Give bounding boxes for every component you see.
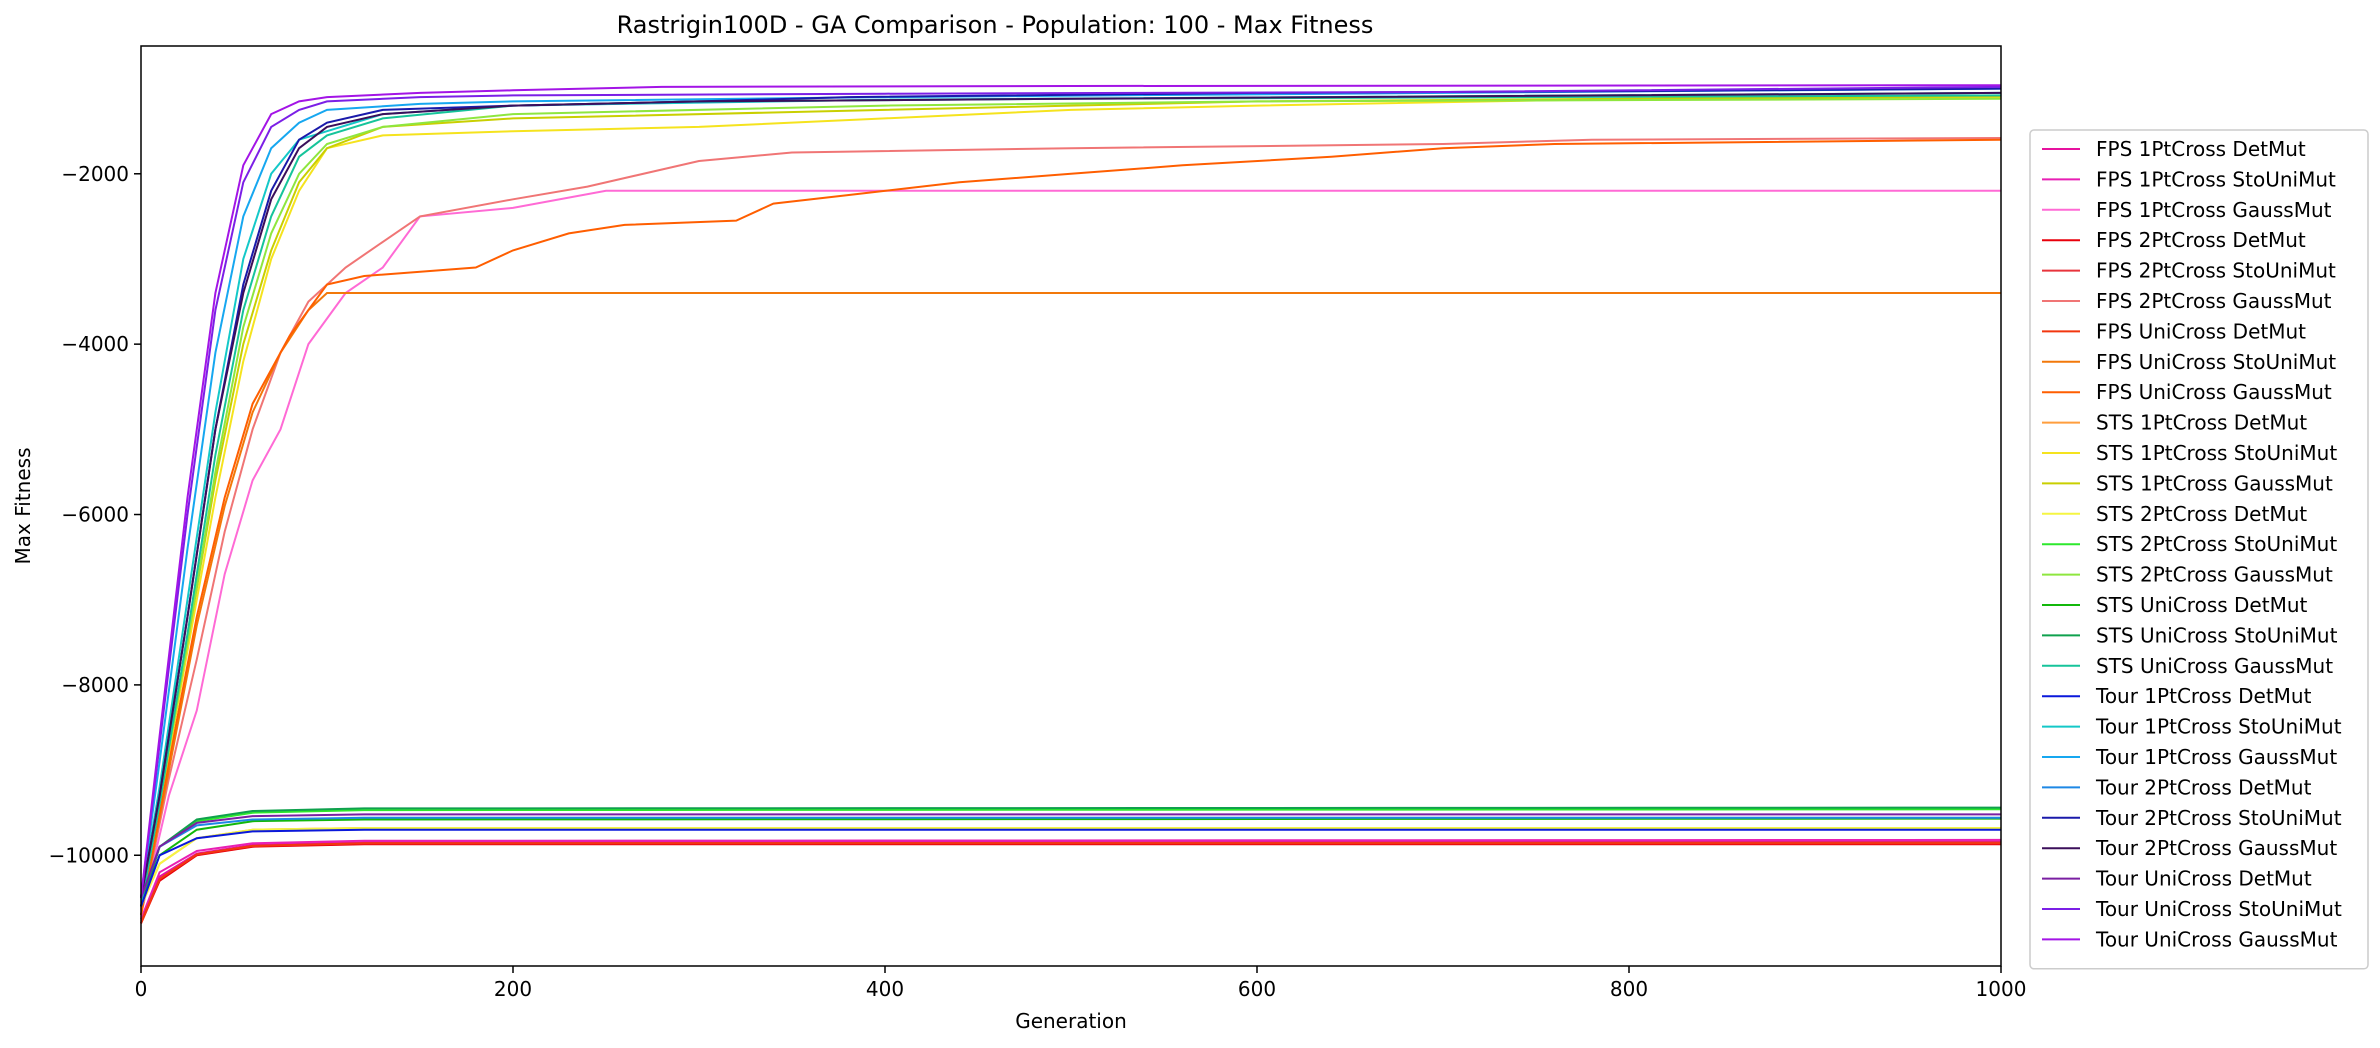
legend-entry: STS 2PtCross DetMut [2096, 502, 2307, 526]
legend-entry: STS 2PtCross StoUniMut [2096, 532, 2337, 556]
legend-box [2029, 129, 2369, 970]
legend-entry: FPS 1PtCross StoUniMut [2096, 167, 2336, 191]
series-line-26 [140, 85, 2002, 899]
series-line-7 [140, 842, 2001, 924]
series-line-27 [140, 84, 2002, 899]
legend-entry: Tour 2PtCross StoUniMut [2095, 806, 2342, 830]
legend-entry: FPS 2PtCross StoUniMut [2096, 259, 2336, 283]
y-tick-label: −4000 [61, 332, 129, 356]
legend-entry: FPS UniCross DetMut [2096, 319, 2306, 343]
legend-entry: Tour 1PtCross StoUniMut [2095, 715, 2342, 739]
x-tick-label: 800 [1610, 977, 1648, 1001]
x-tick-label: 600 [1238, 977, 1276, 1001]
x-axis-ticks: 0 200 400 600 800 1000 [135, 966, 2027, 1001]
y-tick-label: −2000 [61, 162, 129, 186]
y-tick-label: −10000 [49, 843, 129, 867]
series-line-11 [140, 96, 2002, 907]
legend-entry: STS UniCross StoUniMut [2096, 623, 2338, 647]
legend-entry: Tour UniCross GaussMut [2095, 927, 2338, 951]
legend-entry: FPS UniCross GaussMut [2096, 380, 2332, 404]
legend: FPS 1PtCross DetMut FPS 1PtCross StoUniMu… [2029, 129, 2369, 970]
x-tick-label: 0 [135, 977, 148, 1001]
legend-entry: STS 1PtCross DetMut [2096, 411, 2307, 435]
legend-entry: FPS UniCross StoUniMut [2096, 350, 2336, 374]
legend-entry: Tour 1PtCross GaussMut [2095, 745, 2337, 769]
legend-entry: Tour UniCross StoUniMut [2095, 897, 2342, 921]
y-tick-label: −8000 [61, 673, 129, 697]
legend-entry: FPS 2PtCross GaussMut [2096, 289, 2332, 313]
legend-entry: Tour 2PtCross DetMut [2095, 775, 2312, 799]
series-line-6 [140, 137, 2002, 916]
legend-entry: Tour 1PtCross DetMut [2095, 684, 2312, 708]
series-line-2 [140, 838, 2002, 920]
series-line-3 [140, 189, 2001, 916]
x-tick-label: 200 [494, 977, 532, 1001]
legend-entry: STS 1PtCross GaussMut [2096, 471, 2333, 495]
legend-entry: STS 2PtCross GaussMut [2096, 563, 2333, 587]
series-line-24 [140, 91, 2002, 899]
x-tick-label: 1000 [1976, 977, 2027, 1001]
legend-entry: FPS 1PtCross GaussMut [2096, 198, 2332, 222]
x-tick-label: 400 [866, 977, 904, 1001]
series-line-19 [140, 828, 2001, 907]
legend-entry: STS UniCross DetMut [2096, 593, 2307, 617]
x-axis-label: Generation [1015, 1009, 1127, 1033]
plot-frame [140, 45, 2002, 967]
plot-lines [140, 84, 2002, 924]
series-line-15 [140, 97, 2002, 907]
legend-entry: FPS 2PtCross DetMut [2096, 228, 2306, 252]
legend-entry: STS 1PtCross StoUniMut [2096, 441, 2337, 465]
legend-entry: STS UniCross GaussMut [2096, 654, 2333, 678]
chart-title: Rastrigin100D - GA Comparison - Populati… [617, 11, 1374, 39]
series-line-8 [140, 292, 2001, 916]
legend-entry: Tour UniCross DetMut [2095, 867, 2312, 891]
series-line-9 [140, 138, 2002, 916]
y-axis-ticks: −10000 −8000 −6000 −4000 −2000 [49, 162, 141, 867]
legend-entry: Tour 2PtCross GaussMut [2095, 836, 2337, 860]
y-axis-label: Max Fitness [11, 448, 35, 565]
series-line-25 [140, 813, 2001, 899]
y-tick-label: −6000 [61, 503, 129, 527]
legend-entry: FPS 1PtCross DetMut [2096, 137, 2306, 161]
